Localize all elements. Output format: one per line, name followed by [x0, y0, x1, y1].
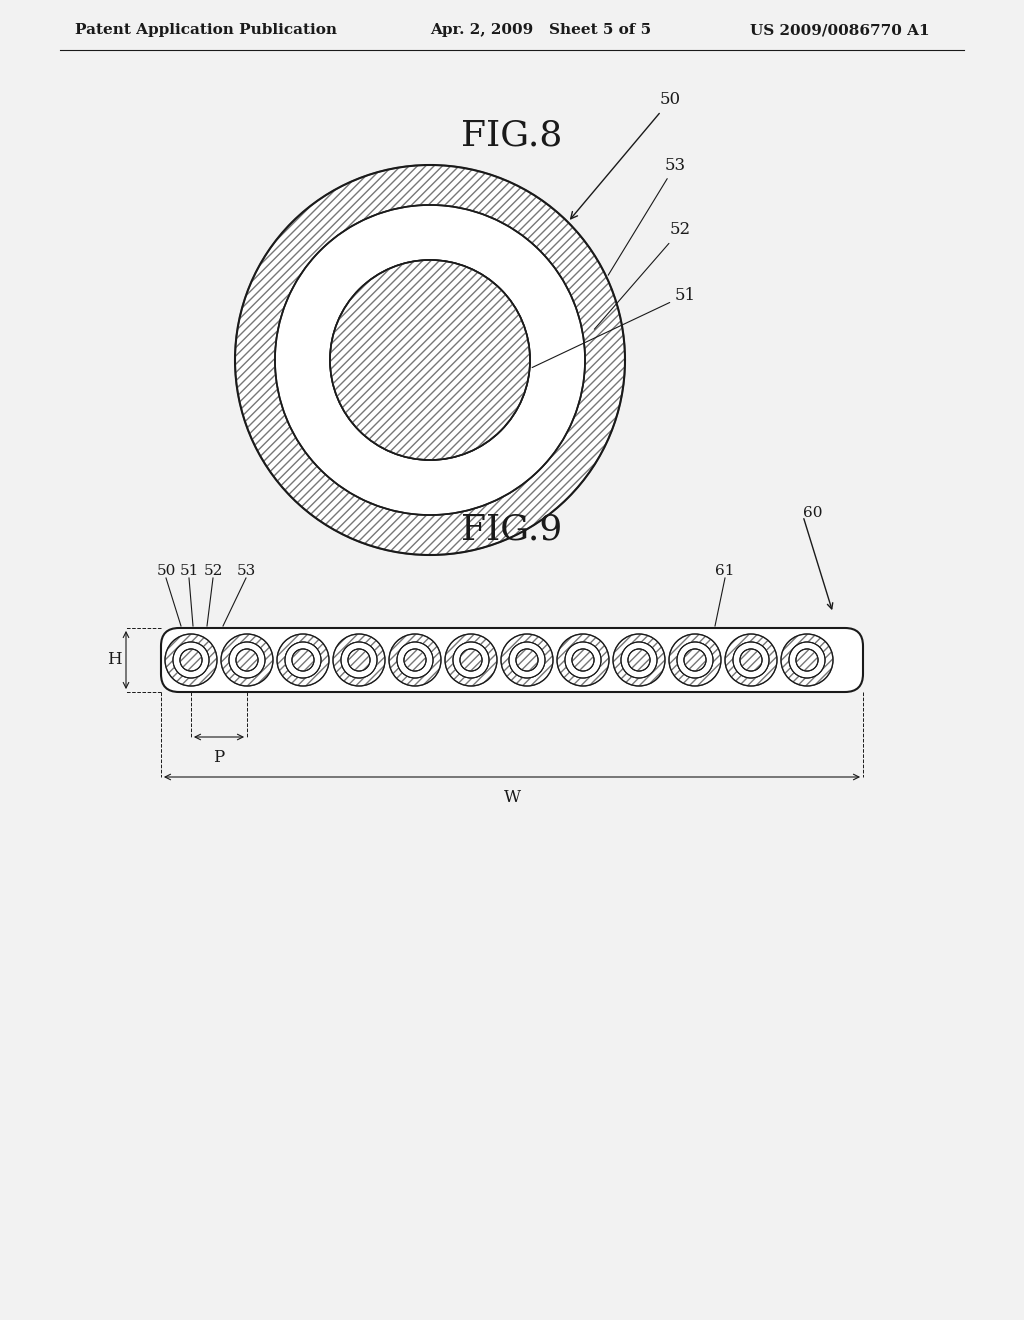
- Text: 52: 52: [594, 222, 691, 329]
- Circle shape: [348, 649, 370, 671]
- Circle shape: [234, 165, 625, 554]
- Text: 50: 50: [570, 91, 681, 219]
- Text: 60: 60: [803, 506, 822, 520]
- Circle shape: [628, 649, 650, 671]
- PathPatch shape: [397, 642, 433, 678]
- PathPatch shape: [557, 634, 609, 686]
- PathPatch shape: [725, 634, 777, 686]
- Circle shape: [236, 649, 258, 671]
- PathPatch shape: [275, 205, 585, 515]
- FancyBboxPatch shape: [161, 628, 863, 692]
- Text: 50: 50: [157, 564, 176, 578]
- Text: Patent Application Publication: Patent Application Publication: [75, 22, 337, 37]
- Circle shape: [460, 649, 482, 671]
- PathPatch shape: [733, 642, 769, 678]
- Text: Apr. 2, 2009   Sheet 5 of 5: Apr. 2, 2009 Sheet 5 of 5: [430, 22, 651, 37]
- PathPatch shape: [341, 642, 377, 678]
- PathPatch shape: [229, 642, 265, 678]
- Text: 61: 61: [715, 564, 735, 578]
- PathPatch shape: [221, 634, 273, 686]
- Circle shape: [516, 649, 538, 671]
- Text: FIG.8: FIG.8: [462, 117, 562, 152]
- PathPatch shape: [565, 642, 601, 678]
- PathPatch shape: [790, 642, 825, 678]
- Circle shape: [180, 649, 202, 671]
- Text: 51: 51: [179, 564, 199, 578]
- Text: US 2009/0086770 A1: US 2009/0086770 A1: [750, 22, 930, 37]
- Text: 52: 52: [204, 564, 222, 578]
- Text: P: P: [213, 748, 224, 766]
- Circle shape: [292, 649, 314, 671]
- Circle shape: [740, 649, 762, 671]
- PathPatch shape: [781, 634, 833, 686]
- Circle shape: [684, 649, 706, 671]
- PathPatch shape: [389, 634, 441, 686]
- Text: H: H: [106, 652, 121, 668]
- Circle shape: [796, 649, 818, 671]
- PathPatch shape: [613, 634, 665, 686]
- Text: 51: 51: [532, 286, 696, 367]
- PathPatch shape: [285, 642, 321, 678]
- PathPatch shape: [236, 165, 625, 554]
- Circle shape: [330, 260, 530, 459]
- Circle shape: [404, 649, 426, 671]
- PathPatch shape: [669, 634, 721, 686]
- PathPatch shape: [445, 634, 497, 686]
- PathPatch shape: [509, 642, 545, 678]
- PathPatch shape: [333, 634, 385, 686]
- PathPatch shape: [501, 634, 553, 686]
- Text: 53: 53: [237, 564, 256, 578]
- PathPatch shape: [165, 634, 217, 686]
- PathPatch shape: [677, 642, 713, 678]
- Text: 53: 53: [608, 157, 686, 275]
- PathPatch shape: [278, 634, 329, 686]
- Text: W: W: [504, 789, 520, 807]
- PathPatch shape: [453, 642, 489, 678]
- Text: FIG.9: FIG.9: [462, 513, 562, 546]
- PathPatch shape: [173, 642, 209, 678]
- Circle shape: [572, 649, 594, 671]
- PathPatch shape: [621, 642, 657, 678]
